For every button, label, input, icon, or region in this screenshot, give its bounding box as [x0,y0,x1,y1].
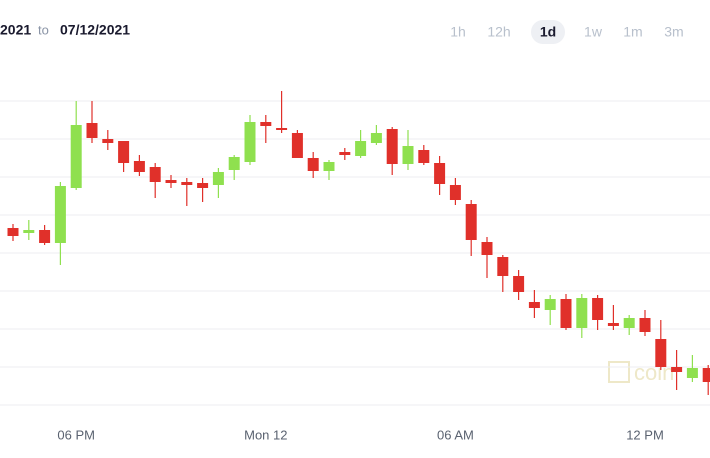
x-tick-label: 06 AM [437,427,474,442]
candle-body [560,299,572,328]
x-tick-label: 06 PM [57,427,95,442]
range-button[interactable]: 1w [584,24,603,40]
candle-body [212,172,224,185]
candle-body [497,257,509,276]
candle-body [39,230,51,243]
candle-body [386,129,398,164]
candle-body [86,123,98,138]
candle-body [576,298,588,328]
candle-body [291,133,303,158]
candle-body [276,128,288,130]
candle-body [149,167,161,182]
candle-body [165,180,177,183]
candle-body [481,242,493,255]
x-tick-label: 12 PM [626,427,664,442]
candle-body [655,339,667,367]
candle-body [102,139,114,143]
candle-body [355,141,367,156]
candle-body [54,186,66,243]
range-button[interactable]: 3m [664,24,683,40]
range-button[interactable]: 12h [487,24,510,40]
candle-body [639,318,651,332]
x-tick-label: Mon 12 [244,427,287,442]
to-date: 07/12/2021 [60,22,130,38]
candle-body [118,141,130,163]
candle-body [418,150,430,163]
candle-body [465,204,477,240]
range-button[interactable]: 1d [540,24,556,40]
candle-body [197,183,209,188]
candle-body [244,122,256,162]
candle-body [449,185,461,200]
watermark: coin [634,360,674,385]
candle-body [323,162,335,171]
candle-body [228,157,240,170]
candle-body [181,182,193,185]
candle-body [260,122,272,126]
range-button-bg [531,20,565,44]
date-separator: to [38,22,49,37]
candle-body [23,230,35,233]
from-date: 2021 [0,22,31,38]
candle-body [623,318,635,328]
candle-body [528,302,540,308]
candle-body [133,161,145,172]
candle-body [370,133,382,143]
candle-body [513,276,525,292]
candle-body [544,299,556,310]
candle-body [7,228,19,236]
candle-body [592,298,604,320]
range-button[interactable]: 1h [450,24,466,40]
candle-body [402,146,414,164]
candle-body [70,125,82,188]
candle-body [607,323,619,326]
candle-body [434,163,446,184]
candle-body [339,152,351,155]
range-button[interactable]: 1m [623,24,642,40]
candle-body [686,368,698,378]
candle-body [307,158,319,171]
candle-body [702,368,710,382]
candle-body [671,367,683,372]
watermark-logo [608,361,630,383]
